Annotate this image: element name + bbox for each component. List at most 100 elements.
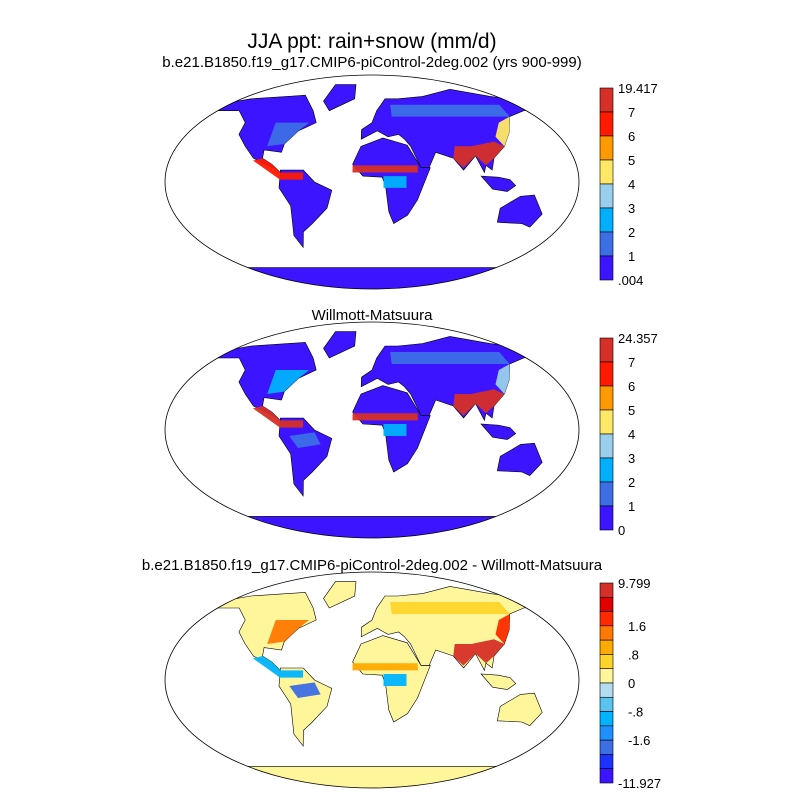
colorbar-box [599, 385, 614, 411]
landmass-australia [496, 692, 543, 726]
colorbar-label: 1 [628, 249, 635, 264]
colorbar-label: 6 [628, 379, 635, 394]
colorbar: 19.417 7 6 5 4 3 2 1 .004 [599, 81, 658, 288]
colorbar-box [599, 361, 614, 387]
landmass-greenland [323, 84, 357, 112]
colorbar-box [599, 739, 614, 755]
landmass-indonesia [480, 175, 517, 192]
field-region-east-asia-rim [495, 364, 510, 394]
colorbar: 9.799 1.6 .8 0 -.8 -1.6 -11.927 [599, 576, 661, 791]
colorbar-label: 1.6 [628, 619, 646, 634]
field-region-east-asia-rim [495, 614, 510, 644]
landmass-greenland [323, 331, 357, 359]
landmass-antarctica [219, 267, 525, 289]
colorbar-box [599, 639, 614, 655]
colorbar-label: 2 [628, 475, 635, 490]
colorbar-box [599, 725, 614, 741]
field-region-boreal [390, 602, 510, 614]
field-region-east-asia-rim [495, 116, 510, 147]
colorbar: 24.357 7 6 5 4 3 2 10 [599, 331, 658, 538]
map-outline [164, 74, 580, 290]
colorbar-box [599, 754, 614, 770]
colorbar-box [599, 111, 614, 137]
colorbar-label: 0 [618, 523, 625, 538]
colorbar-label: 2 [628, 225, 635, 240]
landmass-greenland [323, 581, 357, 609]
colorbar-box [599, 337, 614, 363]
colorbar-box [599, 654, 614, 670]
colorbar-box [599, 87, 614, 113]
colorbar-box [599, 457, 614, 483]
field-region-sahel-band [352, 413, 418, 421]
landmass-indonesia [480, 423, 517, 440]
field-region-congo [383, 424, 407, 436]
map-panel-2: Willmott-Matsuura 24.357 7 6 5 4 3 2 10 [164, 307, 658, 539]
colorbar-box [599, 625, 614, 641]
field-region-na-east [267, 122, 310, 147]
colorbar-box [599, 433, 614, 459]
colorbar-box [599, 255, 614, 281]
landmass-australia [496, 194, 543, 228]
map-outline [164, 571, 580, 789]
panel-subtitle: b.e21.B1850.f19_g17.CMIP6-piControl-2deg… [162, 54, 581, 71]
colorbar-label: .8 [628, 647, 639, 662]
field-region-boreal [390, 104, 510, 117]
colorbar-box [599, 768, 614, 784]
figure-title: JJA ppt: rain+snow (mm/d) [247, 30, 497, 53]
landmass-australia [496, 442, 543, 476]
colorbar-label: -.8 [628, 705, 643, 720]
colorbar-box [599, 711, 614, 727]
map-outline [164, 321, 580, 539]
panel-subtitle: b.e21.B1850.f19_g17.CMIP6-piControl-2deg… [142, 557, 603, 574]
field-region-amazon [289, 682, 321, 698]
field-region-na-east [267, 620, 310, 644]
field-region-sahel-band [352, 165, 418, 173]
colorbar-label: -11.927 [618, 776, 661, 791]
colorbar-label: 3 [628, 201, 635, 216]
colorbar-box [599, 668, 614, 684]
field-region-boreal [390, 352, 510, 364]
colorbar-label: 5 [628, 153, 635, 168]
colorbar-label: .004 [618, 273, 643, 288]
colorbar-box [599, 207, 614, 233]
colorbar-label: 5 [628, 403, 635, 418]
field-region-na-east [267, 370, 310, 394]
colorbar-box [599, 582, 614, 598]
colorbar-label: 3 [628, 451, 635, 466]
colorbar-label: 7 [628, 355, 635, 370]
field-region-amazon [289, 184, 321, 200]
panel-subtitle: Willmott-Matsuura [312, 307, 434, 324]
map-panel-1: b.e21.B1850.f19_g17.CMIP6-piControl-2deg… [162, 54, 658, 290]
colorbar-box [599, 159, 614, 185]
colorbar-label: 9.799 [618, 576, 651, 591]
colorbar-label: 6 [628, 129, 635, 144]
colorbar-box [599, 231, 614, 257]
colorbar-box [599, 696, 614, 712]
colorbar-label: 1 [628, 499, 635, 514]
colorbar-box [599, 183, 614, 209]
colorbar-box [599, 596, 614, 612]
field-region-sahel-band [352, 663, 418, 671]
field-region-congo [383, 176, 407, 188]
colorbar-label: 19.417 [618, 81, 658, 96]
field-region-monsoon-asia [453, 141, 505, 168]
field-region-monsoon-asia [453, 639, 505, 666]
colorbar-box [599, 505, 614, 531]
colorbar-label: 4 [628, 427, 635, 442]
field-region-congo [383, 674, 407, 686]
landmass-antarctica [219, 766, 525, 788]
field-region-amazon [289, 432, 321, 448]
colorbar-box [599, 481, 614, 507]
colorbar-box [599, 682, 614, 698]
field-region-central-america [253, 158, 304, 180]
map-panel-3: b.e21.B1850.f19_g17.CMIP6-piControl-2deg… [142, 557, 661, 791]
field-region-monsoon-asia [453, 389, 505, 416]
colorbar-label: 7 [628, 105, 635, 120]
colorbar-label: -1.6 [628, 733, 650, 748]
colorbar-label: 4 [628, 177, 635, 192]
field-region-central-america [253, 656, 304, 678]
field-region-central-america [253, 406, 304, 428]
landmass-indonesia [480, 673, 517, 690]
colorbar-box [599, 409, 614, 435]
colorbar-label: 24.357 [618, 331, 658, 346]
